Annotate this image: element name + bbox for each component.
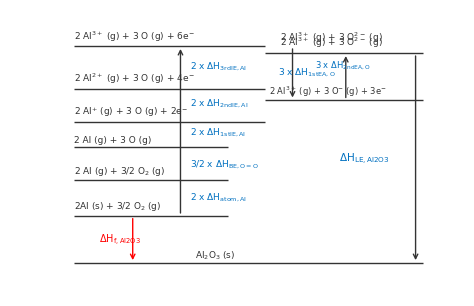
Text: 2 Al$^{3+}$ (g) + 3 O (g) + 6e$^{-}$: 2 Al$^{3+}$ (g) + 3 O (g) + 6e$^{-}$ [74, 29, 195, 44]
Text: 3/2 x $\Delta$H$_\mathregular{BE, O=O}$: 3/2 x $\Delta$H$_\mathregular{BE, O=O}$ [190, 159, 259, 171]
Text: 2 Al$^{3+}$ (g) + 3 O$^{2-}$ (g): 2 Al$^{3+}$ (g) + 3 O$^{2-}$ (g) [280, 35, 383, 50]
Text: Al$_2$O$_3$ (s): Al$_2$O$_3$ (s) [195, 249, 236, 262]
Text: 2 Al$^{3+}$ (g) + 3 O$^{2-}$ (g): 2 Al$^{3+}$ (g) + 3 O$^{2-}$ (g) [280, 31, 383, 45]
Text: 2 Al (g) + 3 O (g): 2 Al (g) + 3 O (g) [74, 136, 151, 145]
Text: 2 x $\Delta$H$_\mathregular{2nd IE, Al}$: 2 x $\Delta$H$_\mathregular{2nd IE, Al}$ [190, 98, 248, 110]
Text: 2 x $\Delta$H$_\mathregular{1st IE, Al}$: 2 x $\Delta$H$_\mathregular{1st IE, Al}$ [190, 127, 246, 140]
Text: $\Delta$H$_\mathregular{LE, Al2O3}$: $\Delta$H$_\mathregular{LE, Al2O3}$ [339, 152, 390, 167]
Text: 3 x $\Delta$H$_\mathregular{2nd EA, O}$: 3 x $\Delta$H$_\mathregular{2nd EA, O}$ [315, 60, 371, 72]
Text: 2 Al$^{+}$ (g) + 3 O (g) + 2e$^{-}$: 2 Al$^{+}$ (g) + 3 O (g) + 2e$^{-}$ [74, 106, 188, 119]
Text: $\Delta$H$_\mathregular{f,Al2O3}$: $\Delta$H$_\mathregular{f,Al2O3}$ [99, 233, 141, 248]
Text: 2 Al$^{2+}$ (g) + 3 O (g) + 4e$^{-}$: 2 Al$^{2+}$ (g) + 3 O (g) + 4e$^{-}$ [74, 72, 195, 86]
Text: 2 Al (g) + 3/2 O$_2$ (g): 2 Al (g) + 3/2 O$_2$ (g) [74, 165, 165, 178]
Text: 2 x $\Delta$H$_\mathregular{3rd IE, Al}$: 2 x $\Delta$H$_\mathregular{3rd IE, Al}$ [190, 61, 246, 73]
Text: 3 x $\Delta$H$_\mathregular{1st EA, O}$: 3 x $\Delta$H$_\mathregular{1st EA, O}$ [278, 67, 336, 79]
Text: 2 Al$^{3+}$ (g) + 3 O$^{-}$ (g) + 3e$^{-}$: 2 Al$^{3+}$ (g) + 3 O$^{-}$ (g) + 3e$^{-… [269, 85, 386, 99]
Text: 2 x $\Delta$H$_\mathregular{atom, Al}$: 2 x $\Delta$H$_\mathregular{atom, Al}$ [190, 192, 246, 204]
Text: 2Al (s) + 3/2 O$_2$ (g): 2Al (s) + 3/2 O$_2$ (g) [74, 200, 161, 214]
